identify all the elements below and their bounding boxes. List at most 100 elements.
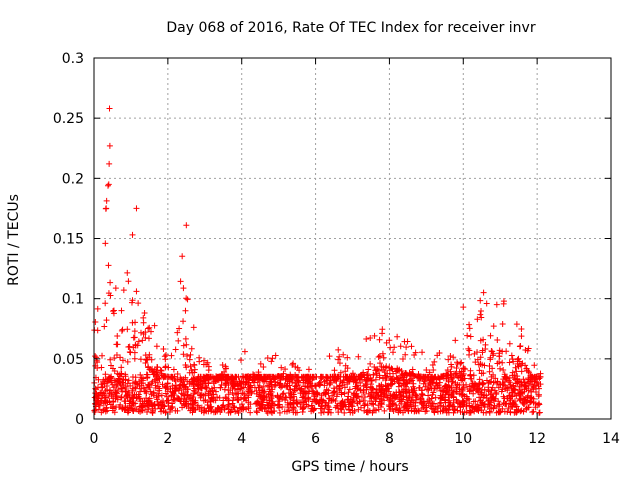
data-point [276,409,283,416]
data-point [259,401,266,408]
data-point [385,401,392,408]
data-point [157,367,164,374]
data-point [253,387,260,394]
data-point [133,406,140,413]
data-point [400,393,407,400]
data-point [144,363,151,370]
data-point [174,370,181,377]
data-point [453,397,460,404]
data-point [336,360,343,367]
data-point [120,382,127,389]
data-point [520,376,527,383]
data-point [132,384,139,391]
data-point [105,181,112,188]
data-point [370,386,377,393]
data-point [131,328,138,335]
data-point [181,392,188,399]
data-point [470,390,477,397]
data-point [202,376,209,383]
data-point [419,392,426,399]
data-point [455,374,462,381]
data-point [375,354,382,361]
data-point [383,375,390,382]
data-point [105,182,112,189]
data-point [330,389,337,396]
data-point [441,397,448,404]
data-point [335,356,342,363]
data-point [521,399,528,406]
data-point [305,366,312,373]
data-point [314,391,321,398]
data-point [160,345,167,352]
data-point [116,404,123,411]
data-point [270,373,277,380]
data-point [493,380,500,387]
data-point [265,391,272,398]
data-point [397,343,404,350]
data-point [472,359,479,366]
data-point [483,300,490,307]
data-point [104,407,111,414]
data-point [453,388,460,395]
data-point [388,365,395,372]
data-point [363,386,370,393]
data-point [123,385,130,392]
data-point [120,376,127,383]
data-point [497,408,504,415]
data-point [365,366,372,373]
data-point [236,380,243,387]
data-point [190,405,197,412]
data-point [468,376,475,383]
data-point [149,409,156,416]
data-point [184,353,191,360]
data-point [355,353,362,360]
data-point [91,409,98,416]
data-point [513,321,520,328]
data-point [430,406,437,413]
data-point [103,317,110,324]
data-point [509,401,516,408]
data-point [502,400,509,407]
data-point [382,372,389,379]
data-point [175,337,182,344]
data-point [470,384,477,391]
data-point [478,314,485,321]
data-point [99,352,106,359]
data-point [119,326,126,333]
data-point [383,339,390,346]
data-point [437,402,444,409]
data-point [452,337,459,344]
data-point [180,285,187,292]
data-point [310,406,317,413]
data-point [364,371,371,378]
data-point [374,366,381,373]
data-point [189,398,196,405]
data-point [440,407,447,414]
y-tick-label: 0.2 [62,171,84,187]
data-point [460,402,467,409]
data-point [339,379,346,386]
data-point [264,382,271,389]
data-point [295,382,302,389]
data-point [518,396,525,403]
data-point [284,382,291,389]
data-point [322,377,329,384]
data-point [439,408,446,415]
data-point [368,400,375,407]
data-point [179,404,186,411]
data-point [198,385,205,392]
data-point [165,364,172,371]
data-point [137,329,144,336]
data-point [130,408,137,415]
data-point [220,373,227,380]
data-point [351,373,358,380]
data-point [113,351,120,358]
data-point [117,354,124,361]
data-point [445,356,452,363]
data-point [488,373,495,380]
data-point [390,401,397,408]
data-point [112,285,119,292]
data-point [467,409,474,416]
data-point [164,380,171,387]
data-point [280,390,287,397]
